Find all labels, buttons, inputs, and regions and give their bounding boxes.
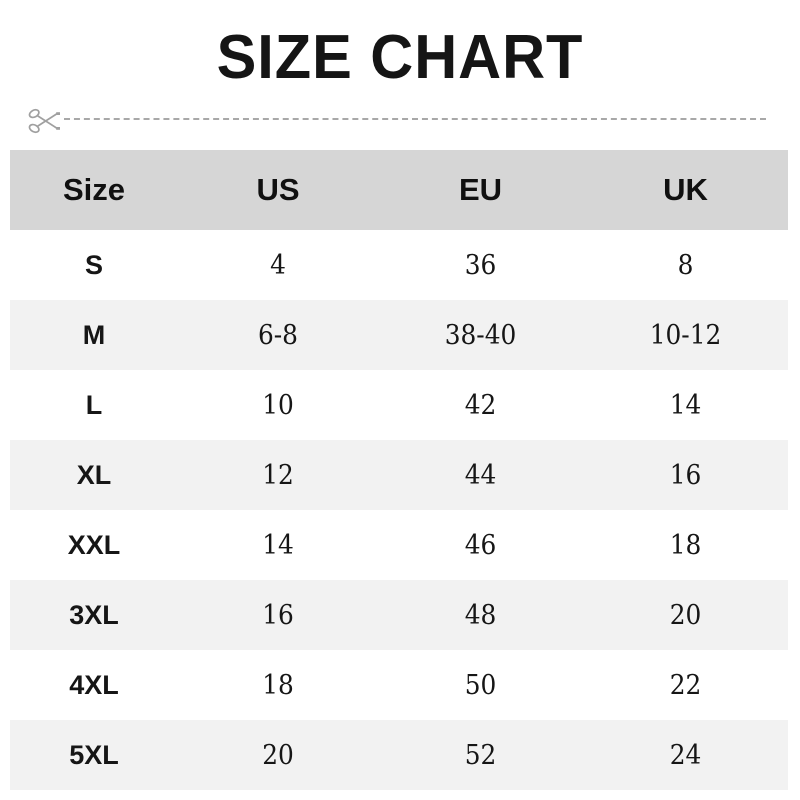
table-row: XXL 14 46 18 xyxy=(10,510,788,580)
table-row: 3XL 16 48 20 xyxy=(10,580,788,650)
cell-eu: 48 xyxy=(464,599,497,631)
cell-eu: 52 xyxy=(464,739,497,771)
cell-size: S xyxy=(84,249,103,280)
cell-eu: 38-40 xyxy=(444,319,517,351)
table-row: 5XL 20 52 24 xyxy=(10,720,788,790)
table-row: L 10 42 14 xyxy=(10,370,788,440)
cell-uk: 24 xyxy=(669,739,702,771)
cell-us: 12 xyxy=(262,459,294,491)
cell-us: 6-8 xyxy=(257,319,298,351)
column-header-us: US xyxy=(178,150,378,230)
cell-uk: 20 xyxy=(669,599,702,631)
cell-eu: 46 xyxy=(464,529,497,561)
scissors-icon xyxy=(28,108,60,134)
cell-us: 16 xyxy=(262,599,294,631)
cell-us: 14 xyxy=(262,529,294,561)
table-row: M 6-8 38-40 10-12 xyxy=(10,300,788,370)
cell-size: 4XL xyxy=(69,669,119,700)
column-header-eu: EU xyxy=(378,150,583,230)
page-title: SIZE CHART xyxy=(216,23,584,92)
cell-eu: 42 xyxy=(464,389,497,421)
cell-size: M xyxy=(82,319,106,350)
table-header-row: Size US EU UK xyxy=(10,150,788,230)
table-row: S 4 36 8 xyxy=(10,230,788,300)
cell-eu: 36 xyxy=(464,249,497,281)
cut-line xyxy=(22,103,778,137)
cell-uk: 8 xyxy=(677,249,694,281)
cell-us: 10 xyxy=(262,389,294,421)
cell-us: 20 xyxy=(262,739,294,771)
cell-size: L xyxy=(85,389,103,420)
table-row: XL 12 44 16 xyxy=(10,440,788,510)
cell-eu: 50 xyxy=(464,669,497,701)
dashed-cut-line xyxy=(64,118,766,120)
cell-us: 18 xyxy=(262,669,294,701)
cell-size: 3XL xyxy=(69,599,119,630)
column-header-size: Size xyxy=(10,150,178,230)
column-header-uk: UK xyxy=(583,150,788,230)
cell-size: XL xyxy=(76,459,112,490)
cell-size: 5XL xyxy=(69,739,119,770)
cell-size: XXL xyxy=(67,529,121,560)
cell-uk: 18 xyxy=(669,529,702,561)
cell-us: 4 xyxy=(270,249,286,281)
size-chart-table: Size US EU UK S 4 36 8 M 6-8 38-40 10-12… xyxy=(10,150,788,790)
cell-uk: 14 xyxy=(669,389,702,421)
cell-uk: 10-12 xyxy=(649,319,722,351)
cell-uk: 16 xyxy=(669,459,702,491)
cell-eu: 44 xyxy=(464,459,497,491)
table-row: 4XL 18 50 22 xyxy=(10,650,788,720)
cell-uk: 22 xyxy=(669,669,702,701)
